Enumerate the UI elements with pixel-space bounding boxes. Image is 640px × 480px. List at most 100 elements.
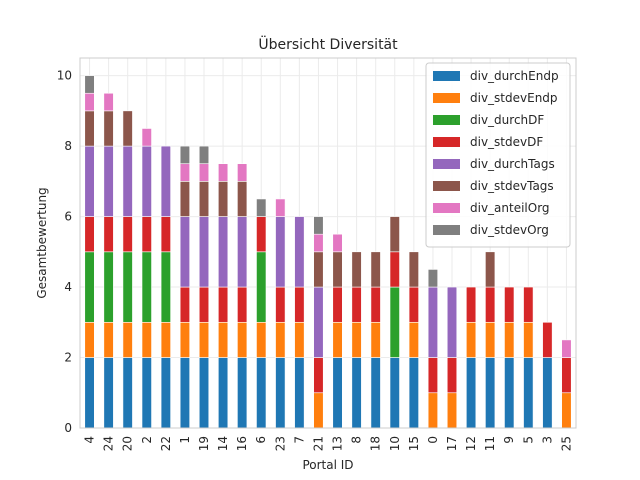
x-tick-label: 10 <box>388 436 402 451</box>
x-tick-label: 8 <box>350 436 364 444</box>
legend-label: div_stdevTags <box>470 179 554 193</box>
bar-segment-div_durchEndp <box>389 357 400 429</box>
y-tick-label: 8 <box>64 139 72 153</box>
bar-segment-div_stdevOrg <box>179 145 190 165</box>
bar-segment-div_stdevEndp <box>84 321 95 358</box>
legend-label: div_stdevDF <box>470 135 543 149</box>
bar-segment-div_stdevDF <box>179 286 190 323</box>
bar-segment-div_stdevEndp <box>332 321 343 358</box>
bar-segment-div_durchTags <box>141 145 152 217</box>
bar-segment-div_stdevDF <box>84 216 95 253</box>
bar-segment-div_stdevEndp <box>218 321 229 358</box>
bar-segment-div_stdevTags <box>237 181 248 217</box>
bar-segment-div_durchEndp <box>198 357 210 429</box>
bar-segment-div_durchTags <box>122 145 133 217</box>
bar-segment-div_durchEndp <box>408 357 419 429</box>
x-tick-label: 0 <box>426 436 440 444</box>
bar-segment-div_durchDF <box>103 251 114 323</box>
x-tick-label: 6 <box>254 436 268 444</box>
bar-segment-div_stdevDF <box>160 216 171 253</box>
x-tick-label: 2 <box>140 436 154 444</box>
bar-segment-div_durchEndp <box>485 357 496 429</box>
x-tick-label: 23 <box>273 436 287 451</box>
x-tick-label: 20 <box>121 436 135 451</box>
bar-segment-div_stdevTags <box>179 181 190 217</box>
bar-segment-div_stdevOrg <box>84 75 95 94</box>
bar-segment-div_stdevEndp <box>122 321 133 358</box>
x-tick-label: 22 <box>159 436 173 451</box>
bar-segment-div_durchEndp <box>141 357 152 429</box>
bar-segment-div_durchDF <box>160 251 171 323</box>
x-tick-label: 17 <box>445 436 459 451</box>
bar-segment-div_stdevDF <box>427 357 438 394</box>
x-tick-label: 21 <box>311 436 325 451</box>
bar-segment-div_durchTags <box>103 145 114 217</box>
bar-segment-div_stdevEndp <box>523 321 534 358</box>
bar-segment-div_stdevDF <box>275 286 286 323</box>
bar-segment-div_anteilOrg <box>141 128 152 147</box>
bar-segment-div_stdevDF <box>332 286 343 323</box>
bar-segment-div_anteilOrg <box>103 92 114 112</box>
bar-segment-div_durchTags <box>179 216 190 288</box>
bar-segment-div_stdevDF <box>103 216 114 253</box>
bar-segment-div_stdevEndp <box>485 321 496 358</box>
bar-segment-div_anteilOrg <box>84 92 95 112</box>
bar-segment-div_durchEndp <box>466 357 477 429</box>
chart-title: Übersicht Diversität <box>258 35 398 53</box>
bar-segment-div_stdevTags <box>332 251 343 288</box>
bar-segment-div_stdevEndp <box>256 321 267 358</box>
bar-segment-div_durchTags <box>218 216 229 288</box>
bar-segment-div_durchEndp <box>84 357 95 429</box>
bar-segment-div_durchDF <box>141 251 152 323</box>
bar-segment-div_anteilOrg <box>332 233 343 253</box>
bar-segment-div_stdevEndp <box>237 321 248 358</box>
x-tick-label: 15 <box>407 436 421 451</box>
bar-segment-div_stdevDF <box>504 286 515 323</box>
legend-label: div_durchTags <box>470 157 555 171</box>
bar-segment-div_stdevDF <box>256 216 267 253</box>
y-tick-label: 10 <box>57 69 72 83</box>
x-tick-label: 24 <box>102 436 116 451</box>
bar-segment-div_stdevEndp <box>408 321 419 358</box>
bar-segment-div_stdevEndp <box>370 321 381 358</box>
bar-segment-div_durchDF <box>122 251 133 323</box>
bar-segment-div_stdevDF <box>542 321 553 358</box>
legend-swatch <box>433 203 460 213</box>
bar-segment-div_durchTags <box>160 145 171 217</box>
legend-label: div_stdevEndp <box>470 91 558 105</box>
x-tick-label: 13 <box>331 436 345 451</box>
legend-swatch <box>433 137 460 147</box>
bar-segment-div_durchDF <box>84 251 95 323</box>
bar-segment-div_durchEndp <box>237 357 248 429</box>
bar-segment-div_durchEndp <box>218 357 229 429</box>
x-ticks: 4 24 20 2 22 1 19 14 16 6 23 7 21 13 8 18 10 15 0 17 12 11 9 5 3… <box>83 436 574 451</box>
bar-segment-div_stdevEndp <box>198 321 210 358</box>
bar-segment-div_stdevDF <box>485 286 496 323</box>
x-tick-label: 18 <box>369 436 383 451</box>
bar-segment-div_durchEndp <box>256 357 267 429</box>
x-tick-label: 9 <box>502 436 516 444</box>
legend-swatch <box>433 225 460 235</box>
bar-segment-div_stdevTags <box>313 251 324 288</box>
bar-segment-div_stdevEndp <box>561 392 572 429</box>
bar-segment-div_stdevTags <box>198 181 210 217</box>
legend-swatch <box>433 159 460 169</box>
bar-segment-div_durchTags <box>275 216 286 288</box>
bar-segment-div_durchEndp <box>122 357 133 429</box>
bar-segment-div_stdevTags <box>408 251 419 288</box>
bar-segment-div_stdevDF <box>351 286 362 323</box>
bar-segment-div_stdevDF <box>466 286 477 323</box>
x-tick-label: 7 <box>292 436 306 444</box>
bar-segment-div_stdevEndp <box>141 321 152 358</box>
bar-segment-div_stdevEndp <box>313 392 324 429</box>
bar-segment-div_stdevTags <box>389 216 400 253</box>
bar-segment-div_anteilOrg <box>198 163 210 182</box>
bar-segment-div_stdevDF <box>294 286 305 323</box>
bar-segment-div_durchEndp <box>523 357 534 429</box>
legend-swatch <box>433 115 460 125</box>
bar-segment-div_stdevTags <box>122 110 133 147</box>
bar-segment-div_durchEndp <box>179 357 190 429</box>
bar-segment-div_stdevTags <box>485 251 496 288</box>
bar-segment-div_anteilOrg <box>218 163 229 182</box>
